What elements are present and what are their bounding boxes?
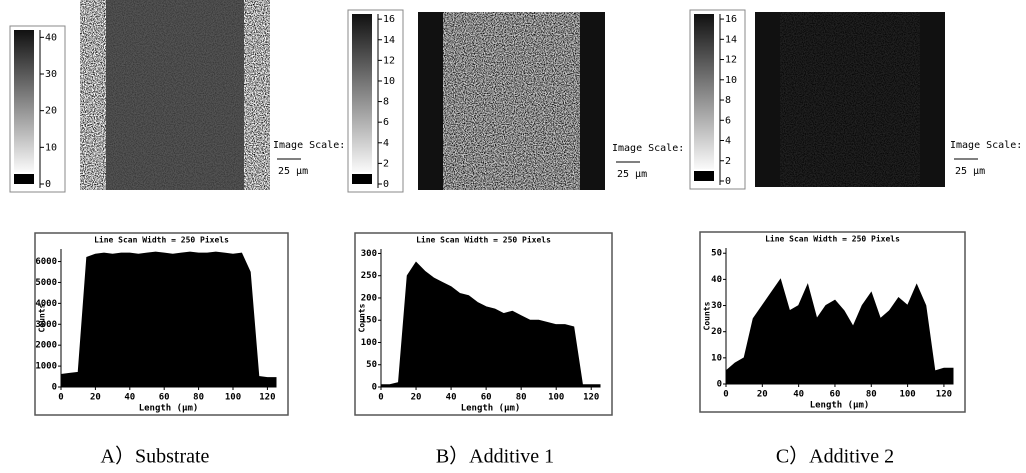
x-tick-label: 100 [225,393,241,403]
colorbar [14,30,34,172]
y-tick-label: 0 [52,383,57,393]
scale-bar-label: 25 µm [617,169,647,180]
colorbar-tick-label: 2 [725,156,731,167]
colorbar-tick-label: 14 [725,34,737,45]
scale-bar-label: 25 µm [955,166,985,177]
x-tick-label: 20 [90,393,101,403]
x-axis-label: Length (µm) [810,401,870,411]
colorbar-low [694,171,714,181]
image-scale-label: Image Scale: [612,143,684,154]
x-tick-label: 0 [723,390,728,400]
colorbar-tick-label: 12 [383,55,395,66]
y-axis-label: Counts [703,301,712,330]
map-c [755,12,945,187]
x-tick-label: 120 [583,393,599,403]
colorbar-low [14,174,34,184]
colorbar-tick-label: 8 [383,97,389,108]
y-tick-label: 40 [711,275,722,285]
y-axis-label: Counts [38,303,47,332]
y-tick-label: 20 [711,327,722,337]
x-tick-label: 40 [793,390,804,400]
y-tick-label: 100 [361,338,377,348]
y-tick-label: 300 [361,249,377,259]
colorbar-tick-label: 6 [725,115,731,126]
colorbar-tick-label: 12 [725,55,737,66]
y-tick-label: 150 [361,316,377,326]
caption: B）Additive 1 [436,445,554,468]
area [725,278,954,385]
colorbar-tick-label: 40 [45,32,57,43]
y-axis-label: Counts [358,303,367,332]
y-tick-label: 0 [372,383,377,393]
colorbar-tick-label: 0 [725,176,731,187]
y-tick-label: 2000 [35,341,57,351]
x-tick-label: 60 [159,393,170,403]
colorbar-low [352,174,372,184]
x-tick-label: 100 [548,393,564,403]
y-tick-label: 200 [361,293,377,303]
y-tick-label: 30 [711,301,722,311]
x-tick-label: 20 [757,390,768,400]
y-tick-label: 6000 [35,257,57,267]
chart-title: Line Scan Width = 250 Pixels [416,235,551,245]
colorbar-tick-label: 2 [383,158,389,169]
x-tick-label: 80 [866,390,877,400]
x-axis-label: Length (µm) [139,404,199,414]
x-tick-label: 80 [193,393,204,403]
x-tick-label: 0 [378,393,383,403]
colorbar-tick-label: 0 [383,179,389,190]
y-tick-label: 4000 [35,299,57,309]
colorbar-tick-label: 30 [45,69,57,80]
y-tick-label: 50 [366,360,377,370]
colorbar-tick-label: 14 [383,35,395,46]
x-tick-label: 60 [481,393,492,403]
x-tick-label: 40 [124,393,135,403]
y-tick-label: 50 [711,249,722,259]
y-tick-label: 250 [361,271,377,281]
x-tick-label: 40 [446,393,457,403]
x-tick-label: 120 [259,393,275,403]
colorbar-tick-label: 4 [383,138,389,149]
colorbar-tick-label: 16 [725,14,737,25]
colorbar-tick-label: 8 [725,95,731,106]
image-scale-label: Image Scale: [273,140,345,151]
map-a [80,0,270,190]
x-tick-label: 0 [58,393,63,403]
colorbar-tick-label: 10 [45,142,57,153]
y-tick-label: 3000 [35,320,57,330]
y-tick-label: 0 [717,380,722,390]
image-scale-label: Image Scale: [950,140,1022,151]
colorbar-tick-label: 10 [383,76,395,87]
chart-title: Line Scan Width = 250 Pixels [94,235,229,245]
colorbar-tick-label: 16 [383,14,395,25]
area [380,261,601,388]
colorbar [694,14,714,169]
x-axis-label: Length (µm) [461,404,521,414]
colorbar-tick-label: 4 [725,136,731,147]
colorbar [352,14,372,172]
colorbar-tick-label: 6 [383,117,389,128]
area [60,251,277,388]
scale-bar-label: 25 µm [278,166,308,177]
y-tick-label: 5000 [35,278,57,288]
caption: C）Additive 2 [776,445,894,468]
chart-title: Line Scan Width = 250 Pixels [765,234,900,244]
colorbar-tick-label: 20 [45,106,57,117]
x-tick-label: 80 [516,393,527,403]
colorbar-tick-label: 10 [725,75,737,86]
x-tick-label: 60 [830,390,841,400]
map-b [418,12,605,190]
caption: A）Substrate [101,445,210,468]
colorbar-tick-label: 0 [45,179,51,190]
x-tick-label: 20 [411,393,422,403]
y-tick-label: 10 [711,353,722,363]
y-tick-label: 1000 [35,362,57,372]
x-tick-label: 120 [936,390,952,400]
x-tick-label: 100 [899,390,915,400]
